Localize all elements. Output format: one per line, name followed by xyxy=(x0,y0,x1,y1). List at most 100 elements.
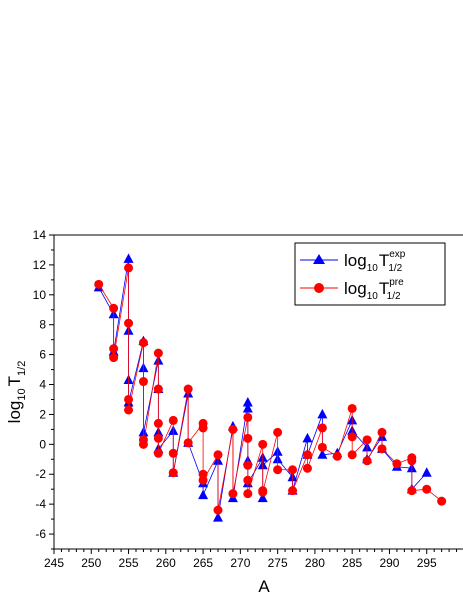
data-point-circle xyxy=(213,450,223,460)
data-point-circle xyxy=(124,318,134,328)
data-point-circle xyxy=(243,412,253,422)
data-point-circle xyxy=(109,303,119,313)
y-tick-label: 4 xyxy=(39,378,46,392)
legend-label-exp: log10Texp 1/2 xyxy=(344,249,406,274)
x-tick-label: 295 xyxy=(417,556,437,570)
svg-text:log10T1/2: log10 T1/2 xyxy=(5,361,28,424)
data-point-circle xyxy=(258,487,268,497)
data-point-circle xyxy=(153,384,163,394)
data-point-circle xyxy=(392,459,402,469)
data-point-circle xyxy=(228,489,238,499)
data-point-circle xyxy=(228,424,238,434)
data-point-circle xyxy=(168,415,178,425)
legend-box xyxy=(294,242,446,306)
data-point-circle xyxy=(243,433,253,443)
data-point-triangle xyxy=(317,449,328,459)
data-point-circle xyxy=(407,456,417,466)
y-axis-title-main: log xyxy=(5,401,24,424)
y-tick-label: -2 xyxy=(35,467,46,481)
y-axis-title-base: T xyxy=(5,376,24,386)
y-tick-label: -6 xyxy=(35,527,46,541)
data-point-circle xyxy=(347,450,357,460)
data-point-triangle xyxy=(302,432,313,443)
y-tick-label: 0 xyxy=(39,437,46,451)
y-tick-label: 14 xyxy=(33,228,47,242)
x-tick-label: 265 xyxy=(193,556,213,570)
data-point-circle xyxy=(332,451,342,461)
data-point-circle xyxy=(138,439,148,449)
x-axis-title: A xyxy=(258,577,270,596)
data-point-circle xyxy=(138,338,148,348)
data-point-circle xyxy=(243,460,253,470)
y-tick-label: 10 xyxy=(33,288,47,302)
data-point-circle xyxy=(198,475,208,485)
data-point-circle xyxy=(273,465,283,475)
data-point-circle xyxy=(317,423,327,433)
data-point-circle xyxy=(317,442,327,452)
data-point-circle xyxy=(124,405,134,415)
data-point-circle xyxy=(302,463,312,473)
data-point-circle xyxy=(288,486,298,496)
legend-label-pre: log10Tpre 1/2 xyxy=(344,277,404,302)
data-point-circle xyxy=(153,418,163,428)
y-tick-label: 8 xyxy=(39,318,46,332)
axes: 245 250 255 260 265 270 275 280 285 290 295 -6 -4 -2 0… xyxy=(33,228,458,570)
data-point-circle xyxy=(288,465,298,475)
data-point-circle xyxy=(153,348,163,358)
data-point-triangle xyxy=(317,408,328,419)
data-point-circle xyxy=(407,486,417,496)
legend: log10Texp 1/2 log10Tpre 1/2 xyxy=(294,242,446,306)
data-point-circle xyxy=(94,279,104,289)
y-axis-title-sub: 10 xyxy=(16,388,28,400)
data-point-circle xyxy=(198,423,208,433)
data-point-triangle xyxy=(242,396,253,407)
data-point-circle xyxy=(153,448,163,458)
x-tick-label: 290 xyxy=(379,556,399,570)
y-axis-title: log10 T1/2 xyxy=(5,361,28,424)
data-point-triangle xyxy=(421,467,432,477)
legend-marker-pre xyxy=(314,283,324,293)
y-axis-title-subscript: 1/2 xyxy=(16,361,28,376)
series-layer xyxy=(93,253,447,522)
data-point-circle xyxy=(124,263,134,273)
data-point-circle xyxy=(377,427,387,437)
data-point-circle xyxy=(258,439,268,449)
data-point-triangle xyxy=(198,489,209,500)
y-tick-label: 2 xyxy=(39,407,46,421)
data-point-circle xyxy=(362,456,372,466)
x-tick-label: 270 xyxy=(230,556,250,570)
data-point-circle xyxy=(243,475,253,485)
data-point-triangle xyxy=(213,512,223,522)
data-point-circle xyxy=(302,450,312,460)
x-tick-label: 255 xyxy=(119,556,139,570)
data-point-circle xyxy=(124,394,134,404)
data-point-triangle xyxy=(257,492,268,503)
x-tick-label: 275 xyxy=(268,556,288,570)
data-point-circle xyxy=(168,468,178,478)
data-point-circle xyxy=(243,489,253,499)
data-point-circle xyxy=(183,438,193,448)
data-point-circle xyxy=(273,427,283,437)
data-point-circle xyxy=(377,444,387,454)
data-point-circle xyxy=(213,505,223,515)
x-tick-label: 260 xyxy=(156,556,176,570)
data-point-circle xyxy=(138,377,148,387)
x-tick-label: 280 xyxy=(305,556,325,570)
x-tick-label: 250 xyxy=(81,556,101,570)
data-point-circle xyxy=(422,484,432,494)
y-tick-label: 12 xyxy=(33,258,47,272)
data-point-circle xyxy=(109,353,119,363)
x-tick-label: 245 xyxy=(44,556,64,570)
data-point-triangle xyxy=(123,253,134,263)
series-circle xyxy=(94,263,447,515)
data-point-circle xyxy=(362,435,372,445)
data-point-circle xyxy=(347,432,357,442)
y-tick-label: -4 xyxy=(35,497,46,511)
data-point-triangle xyxy=(242,402,253,413)
data-point-circle xyxy=(347,403,357,413)
plot-area-frame xyxy=(53,234,463,550)
data-point-circle xyxy=(437,496,447,506)
data-point-circle xyxy=(153,433,163,443)
legend-marker-exp xyxy=(313,254,325,264)
